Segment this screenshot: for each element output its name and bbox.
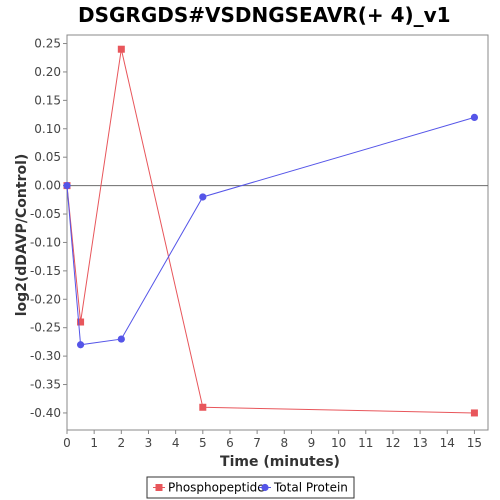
y-tick-label: -0.30 xyxy=(30,349,61,363)
x-tick-label: 10 xyxy=(331,436,346,450)
x-tick-label: 6 xyxy=(226,436,234,450)
x-tick-label: 2 xyxy=(118,436,126,450)
y-tick-label: 0.15 xyxy=(34,93,61,107)
data-point-circle xyxy=(470,113,479,122)
x-tick-label: 13 xyxy=(412,436,427,450)
y-tick-label: -0.05 xyxy=(30,207,61,221)
x-tick-label: 11 xyxy=(358,436,373,450)
x-tick-label: 5 xyxy=(199,436,207,450)
x-tick-label: 4 xyxy=(172,436,180,450)
y-tick-label: 0.05 xyxy=(34,150,61,164)
y-tick-label: -0.25 xyxy=(30,321,61,335)
y-tick-label: 0.10 xyxy=(34,122,61,136)
x-tick-label: 7 xyxy=(253,436,261,450)
y-tick-label: 0.20 xyxy=(34,65,61,79)
legend-label-1: Phosphopeptide xyxy=(168,481,265,495)
y-tick-label: 0.00 xyxy=(34,179,61,193)
plot-frame xyxy=(66,34,489,431)
data-point-circle xyxy=(199,193,207,201)
x-tick-label: 1 xyxy=(90,436,98,450)
x-axis-label: Time (minutes) xyxy=(220,454,340,470)
x-tick-label: 14 xyxy=(440,436,455,450)
x-tick-label: 12 xyxy=(385,436,400,450)
data-point-square xyxy=(199,403,207,411)
legend-label-2: Total Protein xyxy=(273,481,348,495)
y-tick-label: -0.20 xyxy=(30,292,61,306)
data-point-circle xyxy=(63,182,71,190)
x-tick-label: 15 xyxy=(467,436,482,450)
data-point-square xyxy=(470,409,478,417)
y-tick-label: -0.10 xyxy=(30,235,61,249)
y-tick-label: -0.40 xyxy=(30,406,61,420)
x-tick-label: 0 xyxy=(63,436,71,450)
data-point-square xyxy=(77,318,85,326)
data-point-square xyxy=(117,45,125,53)
x-tick-label: 9 xyxy=(308,436,316,450)
data-point-circle xyxy=(76,341,85,349)
x-tick-label: 3 xyxy=(145,436,153,450)
y-axis-label: log2(dDAVP/Control) xyxy=(14,154,30,317)
plot-area: 0.25 0.20 0.15 0.10 0.05 0.00 -0.05 -0.10 -0.15 -… xyxy=(30,34,489,450)
legend-marker-square xyxy=(155,484,163,491)
legend-marker-circle xyxy=(261,483,269,492)
y-tick-label: 0.25 xyxy=(34,37,61,51)
y-tick-label: -0.15 xyxy=(30,264,61,278)
legend: Phosphopeptide Total Protein xyxy=(146,476,355,499)
x-tick-label: 8 xyxy=(280,436,288,450)
y-tick-label: -0.35 xyxy=(30,378,61,392)
data-point-circle xyxy=(117,335,125,343)
chart-title: DSGRGDS#VSDNGSEAVR(+ 4)_v1 xyxy=(78,3,451,27)
legend-box xyxy=(146,476,355,499)
